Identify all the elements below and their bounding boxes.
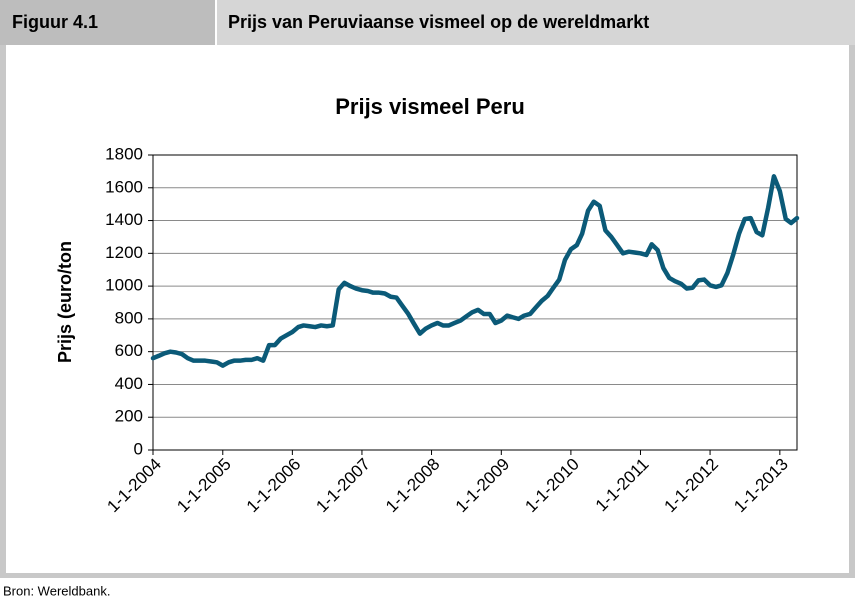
x-tick-label: 1-1-2007 [312,455,374,517]
x-tick-label: 1-1-2013 [730,455,792,517]
frame-right [849,45,855,578]
y-tick-label: 400 [115,374,143,393]
y-tick-label: 0 [134,439,143,458]
y-tick-label: 1200 [105,243,143,262]
x-tick-label: 1-1-2004 [103,455,165,517]
x-tick-label: 1-1-2006 [243,455,305,517]
header-label-cell [0,0,215,45]
y-tick-label: 200 [115,407,143,426]
x-tick-label: 1-1-2005 [173,455,235,517]
header-title-cell [217,0,855,45]
x-tick-label: 1-1-2011 [592,455,653,516]
frame-left [0,45,6,578]
y-tick-label: 1400 [105,210,143,229]
x-tick-label: 1-1-2009 [452,455,514,517]
price-line [150,174,800,368]
y-tick-label: 1000 [105,276,143,295]
y-tick-label: 1600 [105,177,143,196]
y-tick-label: 1800 [105,144,143,163]
y-tick-label: 800 [115,308,143,327]
figure-title: Prijs van Peruviaanse vismeel op de were… [228,12,649,32]
x-tick-label: 1-1-2012 [661,455,723,517]
y-axis-label: Prijs (euro/ton [55,241,75,363]
frame-bottom [0,573,855,578]
chart-title: Prijs vismeel Peru [335,94,525,119]
plot-border [152,154,798,451]
source-note: Bron: Wereldbank. [3,583,110,598]
x-tick-label: 1-1-2008 [382,455,444,517]
figure-label: Figuur 4.1 [12,12,98,32]
x-tick-label: 1-1-2010 [521,455,583,517]
plot: 0 200 400 600 800 1000 1200 1400 1600 1800 1-1-200… [103,144,800,517]
y-tick-label: 600 [115,341,143,360]
